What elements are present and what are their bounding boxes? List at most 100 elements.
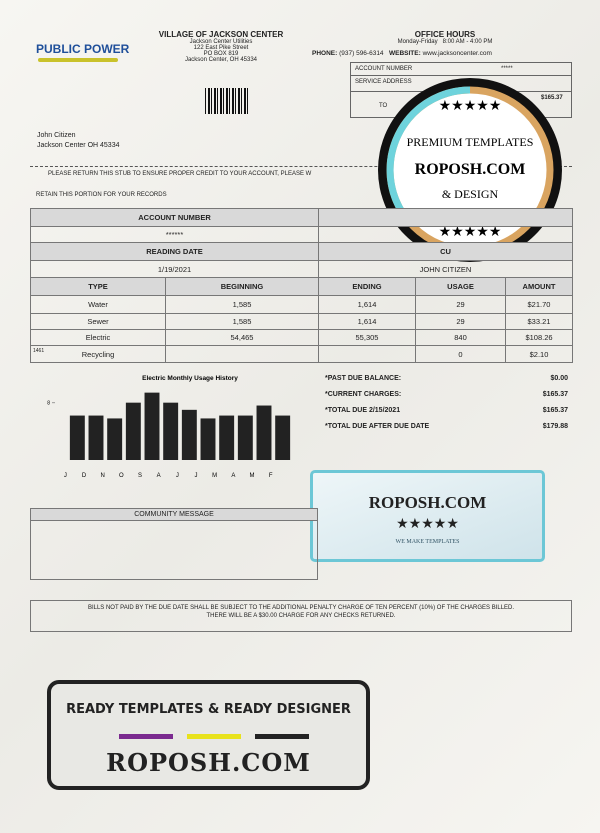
x-tick-label: J: [64, 473, 67, 479]
usage-cell: 1,614: [318, 313, 416, 330]
circle-arc: [386, 86, 471, 214]
hours: 8:00 AM - 4:00 PM: [442, 39, 493, 45]
side-code: 1461: [33, 348, 45, 354]
bar: [219, 415, 235, 460]
x-tick-label: J: [195, 473, 198, 479]
website-label: WEBSITE:: [388, 50, 421, 57]
bar: [163, 402, 179, 460]
stamp: ROPOSH.COM ★★★★★ WE MAKE TEMPLATES: [310, 470, 545, 562]
usage-header: BEGINNING: [165, 277, 319, 296]
usage-cell: Sewer: [30, 313, 166, 330]
x-tick-label: A: [157, 473, 161, 479]
info-header: READING DATE: [30, 242, 319, 261]
info-cell: 1/19/2021: [30, 260, 319, 278]
usage-header: USAGE: [415, 277, 506, 296]
footer-line: BILLS NOT PAID BY THE DUE DATE SHALL BE …: [87, 605, 515, 611]
usage-cell: 55,305: [318, 329, 416, 346]
bar: [144, 392, 160, 460]
account-value: *****: [501, 66, 513, 72]
summary-label: *PAST DUE BALANCE:: [325, 375, 402, 382]
usage-cell: 29: [415, 295, 506, 314]
circle-text: & DESIGN: [442, 187, 499, 201]
office-days: Monday-Friday 8:00 AM - 4:00 PM: [380, 39, 510, 45]
info-cell: JOHN CITIZEN: [318, 260, 573, 278]
summary-label: *CURRENT CHARGES:: [325, 391, 402, 398]
info-header: ACCOUNT NUMBER: [30, 208, 319, 227]
summary-value: $165.37: [542, 391, 568, 398]
usage-header: TYPE: [30, 277, 166, 296]
usage-cell: $108.26: [505, 329, 573, 346]
customer-address: John Citizen Jackson Center OH 45334: [37, 131, 120, 151]
summary-value: $165.37: [542, 407, 568, 414]
bar: [237, 415, 253, 460]
service-label: SERVICE ADDRESS: [355, 79, 412, 85]
bar: [275, 415, 291, 460]
customer-line: Jackson Center OH 45334: [37, 142, 120, 149]
usage-cell: $21.70: [505, 295, 573, 314]
banner: READY TEMPLATES & READY DESIGNER ROPOSH.…: [47, 680, 370, 790]
summary-value: $179.88: [542, 423, 568, 430]
usage-cell: [318, 345, 416, 363]
due-label: TO: [379, 103, 388, 109]
stamp-stars: ★★★★★: [396, 515, 459, 531]
usage-chart: Electric Monthly Usage History 8 J D N O S A J J M…: [47, 375, 291, 479]
usage-cell: 29: [415, 313, 506, 330]
retain-notice: RETAIN THIS PORTION FOR YOUR RECORDS: [36, 192, 167, 198]
customer-line: John Citizen: [37, 132, 76, 139]
village-line: Jackson Center Utilities: [189, 39, 253, 45]
bar: [125, 402, 141, 460]
info-cell: [318, 226, 573, 243]
stub-notice: PLEASE RETURN THIS STUB TO ENSURE PROPER…: [48, 171, 312, 177]
usage-cell: $2.10: [505, 345, 573, 363]
usage-cell: 840: [415, 329, 506, 346]
bar: [107, 418, 123, 460]
office-hours-title: OFFICE HOURS: [414, 30, 476, 39]
phone-label: PHONE:: [312, 50, 338, 57]
bar: [256, 405, 272, 460]
usage-cell: $33.21: [505, 313, 573, 330]
summary-value: $0.00: [550, 375, 568, 382]
logo-swoosh: [38, 58, 118, 62]
x-tick-label: F: [269, 473, 273, 479]
footer-notice: BILLS NOT PAID BY THE DUE DATE SHALL BE …: [30, 600, 572, 632]
amount-due: $165.37: [541, 95, 563, 101]
x-tick-label: N: [100, 473, 104, 479]
community-title: COMMUNITY MESSAGE: [31, 509, 317, 521]
info-header: [318, 208, 573, 227]
x-tick-label: M: [250, 473, 255, 479]
x-tick-label: A: [231, 473, 235, 479]
usage-cell: 1,614: [318, 295, 416, 314]
village-line: PO BOX 819: [203, 51, 239, 57]
y-tick-label: 8: [47, 401, 50, 407]
usage-header: ENDING: [318, 277, 416, 296]
x-tick-label: M: [212, 473, 217, 479]
usage-header: AMOUNT: [505, 277, 573, 296]
logo: PUBLIC POWER: [36, 36, 129, 66]
x-tick-label: S: [138, 473, 142, 479]
village-line: Jackson Center, OH 45334: [184, 57, 258, 63]
x-tick-label: O: [119, 473, 124, 479]
circle-site: ROPOSH.COM: [415, 161, 526, 178]
bar: [69, 415, 85, 460]
chart-title: Electric Monthly Usage History: [142, 375, 238, 382]
stamp-tagline: WE MAKE TEMPLATES: [395, 539, 460, 545]
usage-cell: 1,585: [165, 313, 319, 330]
info-header: CU: [318, 242, 573, 261]
barcode: [205, 88, 250, 114]
logo-text: PUBLIC POWER: [36, 42, 130, 56]
circle-stars: ★★★★★: [439, 223, 502, 239]
usage-cell: 54,465: [165, 329, 319, 346]
village-line: 122 East Pike Street: [193, 45, 249, 51]
banner-bar: [187, 734, 241, 739]
bar: [200, 418, 216, 460]
circle-text: PREMIUM TEMPLATES: [407, 135, 534, 149]
summary-label: *TOTAL DUE 2/15/2021: [325, 407, 401, 414]
banner-bar: [119, 734, 173, 739]
usage-cell: Recycling: [30, 345, 166, 363]
website: www.jacksoncenter.com: [422, 50, 492, 57]
community-box: COMMUNITY MESSAGE: [30, 508, 318, 580]
x-tick-label: D: [82, 473, 87, 479]
info-cell: ******: [30, 226, 319, 243]
usage-cell: Electric: [30, 329, 166, 346]
